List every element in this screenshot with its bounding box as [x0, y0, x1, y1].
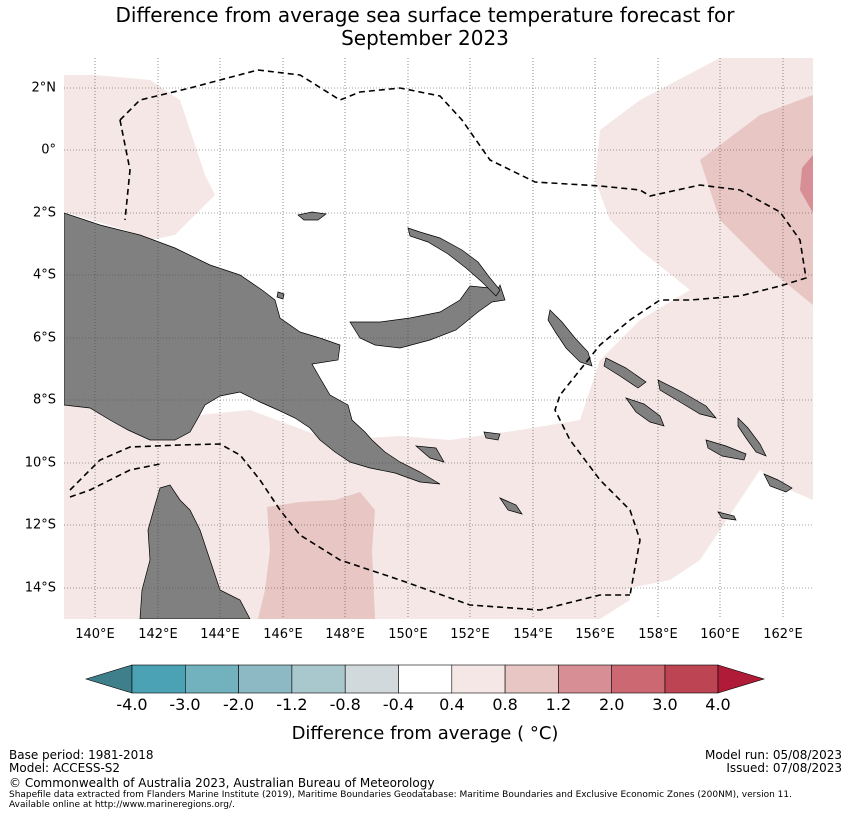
colorbar-title: Difference from average ( °C) — [292, 723, 559, 744]
land-new-ireland — [407, 227, 501, 297]
colorbar-tick-label: -3.0 — [169, 695, 200, 714]
colorbar-segment — [664, 664, 719, 694]
colorbar-tick-label: -4.0 — [116, 695, 147, 714]
colorbar: -4.0 -3.0 -2.0 -1.2 -0.8 -0.4 0.4 0.8 1.… — [84, 664, 766, 744]
land-choiseul — [603, 357, 647, 389]
lat-label: 6°S — [33, 331, 56, 346]
land-manus — [297, 211, 327, 221]
copyright: © Commonwealth of Australia 2023, Austra… — [9, 776, 435, 790]
land-cape-york — [139, 484, 251, 619]
colorbar-tick-label: -1.2 — [276, 695, 307, 714]
lon-label: 152°E — [450, 627, 490, 642]
lon-label: 156°E — [575, 627, 615, 642]
colorbar-segments — [84, 664, 766, 694]
land-bougainville — [547, 309, 593, 367]
base-period: Base period: 1981-2018 — [9, 748, 154, 762]
chart-title-line1: Difference from average sea surface temp… — [115, 3, 735, 27]
lon-label: 146°E — [263, 627, 303, 642]
model-run: Model run: 05/08/2023 — [704, 748, 842, 762]
lon-label: 150°E — [388, 627, 428, 642]
longitude-labels: 140°E 142°E 144°E 146°E 148°E 150°E 152°… — [75, 627, 803, 642]
colorbar-segment — [398, 664, 453, 694]
colorbar-tick-label: 4.0 — [705, 695, 730, 714]
shapefile-url: Available online at http://www.marinereg… — [9, 800, 235, 810]
colorbar-tick-label: -2.0 — [223, 695, 254, 714]
lat-label: 4°S — [33, 268, 56, 283]
issued-date: Issued: 07/08/2023 — [726, 761, 842, 775]
lon-label: 154°E — [513, 627, 553, 642]
lat-label: 10°S — [25, 456, 56, 471]
colorbar-segment — [238, 664, 293, 694]
anomaly-region-light-north — [64, 75, 215, 240]
lat-label: 2°S — [33, 206, 56, 221]
colorbar-segment — [185, 664, 239, 694]
colorbar-tick-label: 0.4 — [439, 695, 464, 714]
maritime-boundaries — [69, 69, 807, 611]
land-santa-isabel — [657, 379, 717, 419]
boundary-south-link — [69, 463, 161, 498]
lon-label: 160°E — [700, 627, 740, 642]
colorbar-extend-high — [717, 664, 766, 694]
land-dentrecasteaux — [414, 445, 445, 463]
gridlines — [64, 58, 813, 619]
colorbar-segment — [558, 664, 613, 694]
lon-label: 148°E — [325, 627, 365, 642]
chart-title-line2: September 2023 — [341, 26, 509, 50]
anomaly-region-strong-east — [800, 155, 813, 213]
lon-label: 162°E — [763, 627, 803, 642]
colorbar-tick-label: 0.8 — [492, 695, 517, 714]
map-area — [64, 58, 813, 619]
colorbar-extend-low — [84, 664, 133, 694]
land-rennell — [717, 511, 737, 521]
anomaly-region-medium-east — [700, 95, 813, 305]
chart-title: Difference from average sea surface temp… — [0, 4, 850, 50]
anomaly-region-medium-south — [258, 492, 375, 619]
colorbar-segment — [344, 664, 399, 694]
lon-label: 142°E — [138, 627, 178, 642]
land-malaita — [737, 417, 767, 457]
boundary-northern — [119, 69, 807, 596]
colorbar-segment — [611, 664, 666, 694]
land-woodlark — [483, 431, 501, 441]
lat-label: 14°S — [25, 581, 56, 596]
colorbar-segment — [504, 664, 559, 694]
boundary-west-link — [119, 119, 131, 221]
colorbar-tick-label: 2.0 — [599, 695, 624, 714]
colorbar-tick-label: 1.2 — [546, 695, 571, 714]
lat-label: 8°S — [33, 393, 56, 408]
latitude-labels: 2°N 0° 2°S 4°S 6°S 8°S 10°S 12°S 14°S — [25, 81, 56, 596]
land-new-britain — [349, 284, 506, 349]
colorbar-segment — [451, 664, 506, 694]
lon-label: 158°E — [638, 627, 678, 642]
colorbar-tick-label: 3.0 — [652, 695, 677, 714]
land-guadalcanal — [705, 439, 747, 461]
lat-label: 12°S — [25, 518, 56, 533]
colorbar-segment — [291, 664, 346, 694]
land-makira — [763, 473, 793, 493]
land-louisiade — [499, 497, 523, 515]
land-new-georgia — [625, 397, 665, 427]
lon-label: 144°E — [200, 627, 240, 642]
colorbar-segment — [131, 664, 186, 694]
shapefile-credit: Shapefile data extracted from Flanders M… — [9, 790, 792, 800]
model-name: Model: ACCESS-S2 — [9, 761, 121, 775]
boundary-southern — [69, 443, 630, 611]
colorbar-tick-label: -0.8 — [330, 695, 361, 714]
colorbar-labels: -4.0 -3.0 -2.0 -1.2 -0.8 -0.4 0.4 0.8 1.… — [116, 695, 730, 714]
lat-label: 2°N — [32, 81, 57, 96]
lat-label: 0° — [41, 143, 56, 158]
lon-label: 140°E — [75, 627, 115, 642]
colorbar-tick-label: -0.4 — [383, 695, 414, 714]
